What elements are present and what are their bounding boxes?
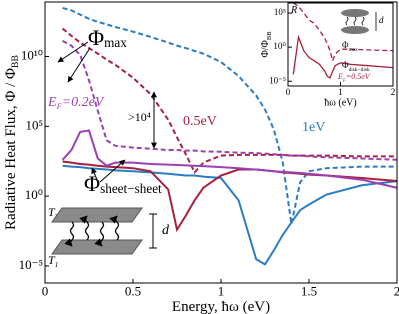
series-line xyxy=(292,34,393,79)
y-tick-label: 10⁵ xyxy=(274,7,286,17)
annotation-main: T xyxy=(48,253,56,267)
x-axis-label: Energy, ħω (eV) xyxy=(172,299,270,314)
y-axis-label-sub: BB xyxy=(266,31,273,40)
x-tick-label: 2 xyxy=(394,284,399,299)
series-line xyxy=(62,40,397,161)
inset-background xyxy=(288,3,393,86)
y-axis-label: Radiative Heat Flux, Φ / ΦBB xyxy=(3,55,21,230)
annotation: Φmax xyxy=(88,25,127,50)
y-axis-label-sub: BB xyxy=(10,55,21,69)
annotation-main: Φ xyxy=(88,25,104,50)
y-axis-label-main: Radiative Heat Flux, Φ / Φ xyxy=(3,68,19,230)
annotation-main: E xyxy=(47,95,57,110)
y-tick-label: 10⁻⁵ xyxy=(19,257,43,272)
annotation-sub: max xyxy=(104,35,127,50)
annotation-sub: max xyxy=(349,47,359,53)
y-axis-label-main: Φ/Φ xyxy=(260,40,271,57)
main-plot: 0 0.5 1 1.5 2 10⁻⁵ 10⁰ 10⁵ 10¹⁰ Energy, ħω (eV) Ra… xyxy=(3,1,399,314)
series-line xyxy=(292,3,393,63)
x-tick-label: 1 xyxy=(338,87,343,97)
disk-schematic xyxy=(341,9,377,34)
annotation-main: d xyxy=(379,15,384,25)
annotation-main: R xyxy=(290,5,297,16)
annotation: 1eV xyxy=(302,120,325,135)
annotation: 0.5eV xyxy=(183,114,217,129)
annotation: d xyxy=(379,15,384,25)
annotation-main: 1eV xyxy=(302,120,325,135)
y-tick-label: 10¹⁰ xyxy=(21,47,43,62)
annotation: T1 xyxy=(48,253,58,269)
annotation-sub: F xyxy=(56,102,63,111)
annotation-rest: =0.2eV xyxy=(62,95,105,110)
x-tick-label: 0 xyxy=(286,87,291,97)
annotation: Φmax xyxy=(342,40,358,53)
x-tick-label: 0.5 xyxy=(125,284,141,299)
x-tick-label: 1.5 xyxy=(301,284,317,299)
series-line xyxy=(62,164,397,266)
annotation-sub: sheet−sheet xyxy=(100,181,162,196)
annotation-main: Φ xyxy=(342,40,349,50)
annotation: Φdisk−disk xyxy=(342,60,370,73)
y-tick-label: 10⁻⁵ xyxy=(269,75,286,85)
annotation-sub: 1 xyxy=(55,261,59,269)
annotation-main: Φ xyxy=(84,171,100,196)
y-axis-label: Φ/ΦBB xyxy=(260,31,273,58)
annotation: R xyxy=(290,5,297,16)
y-tick-label: 10⁰ xyxy=(273,41,286,51)
annotation-sub: F xyxy=(342,79,346,84)
arrows xyxy=(57,41,157,183)
sheet-schematic xyxy=(51,207,157,255)
annotation-main: 0.5eV xyxy=(183,114,217,129)
series-line xyxy=(61,129,397,189)
annotation: Φsheet−sheet xyxy=(84,171,162,196)
x-tick-label: 2 xyxy=(391,87,396,97)
annotation: >10⁴ xyxy=(128,110,151,124)
x-tick-label: 0 xyxy=(42,284,49,299)
annotation: EF=0.5eV xyxy=(337,72,371,84)
y-tick-label: 10⁰ xyxy=(25,187,43,202)
annotation-main: T xyxy=(48,205,56,219)
annotation-main: Φ xyxy=(342,60,349,70)
y-tick-label: 10⁵ xyxy=(25,117,43,132)
annotation-sub: disk−disk xyxy=(349,67,370,73)
series-line xyxy=(62,6,397,225)
x-tick-label: 1 xyxy=(218,284,225,299)
annotation-rest: =0.5eV xyxy=(346,72,371,81)
annotation-main: E xyxy=(337,72,343,81)
annotation-main: >10⁴ xyxy=(128,110,151,124)
x-axis-label: ħω (eV) xyxy=(324,97,356,108)
annotation: EF=0.2eV xyxy=(47,95,105,111)
annotation-main: d xyxy=(162,223,170,238)
annotation: d xyxy=(162,223,170,238)
